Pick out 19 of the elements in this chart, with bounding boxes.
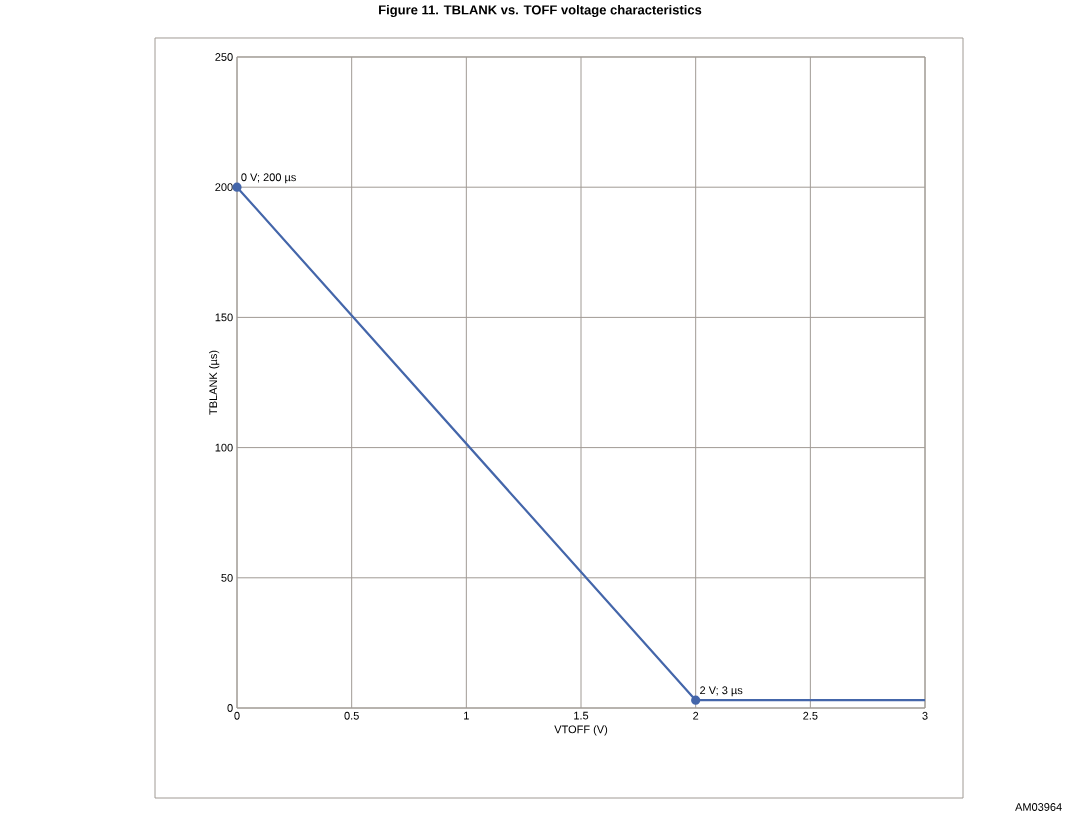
x-tick-label: 0 (234, 711, 240, 720)
y-tick-label: 50 (221, 573, 233, 582)
y-tick-label: 0 (227, 704, 233, 712)
x-tick-label: 2.5 (803, 711, 818, 720)
y-tick-label: 250 (215, 53, 233, 61)
y-tick-label: 200 (215, 183, 233, 192)
text: AM03964 (1015, 803, 1062, 811)
y-axis-title: TBLANK (µs) (209, 350, 220, 415)
x-tick-label: 1 (464, 711, 469, 720)
x-axis-title: VTOFF (V) (554, 725, 608, 736)
y-tick-label: 150 (215, 313, 233, 322)
annotation: 0 V; 200 µs (241, 173, 296, 184)
x-tick-label: 2 (693, 711, 699, 720)
y-tick-label: 100 (215, 443, 233, 452)
x-tick-label: 0.5 (344, 711, 359, 720)
x-tick-label: 3 (922, 711, 928, 720)
chart-title: Figure 11. TBLANK vs. TOFF voltage characteristics (379, 4, 702, 18)
annotation: 2 V; 3 µs (700, 686, 743, 697)
x-tick-label: 1.5 (574, 711, 589, 720)
